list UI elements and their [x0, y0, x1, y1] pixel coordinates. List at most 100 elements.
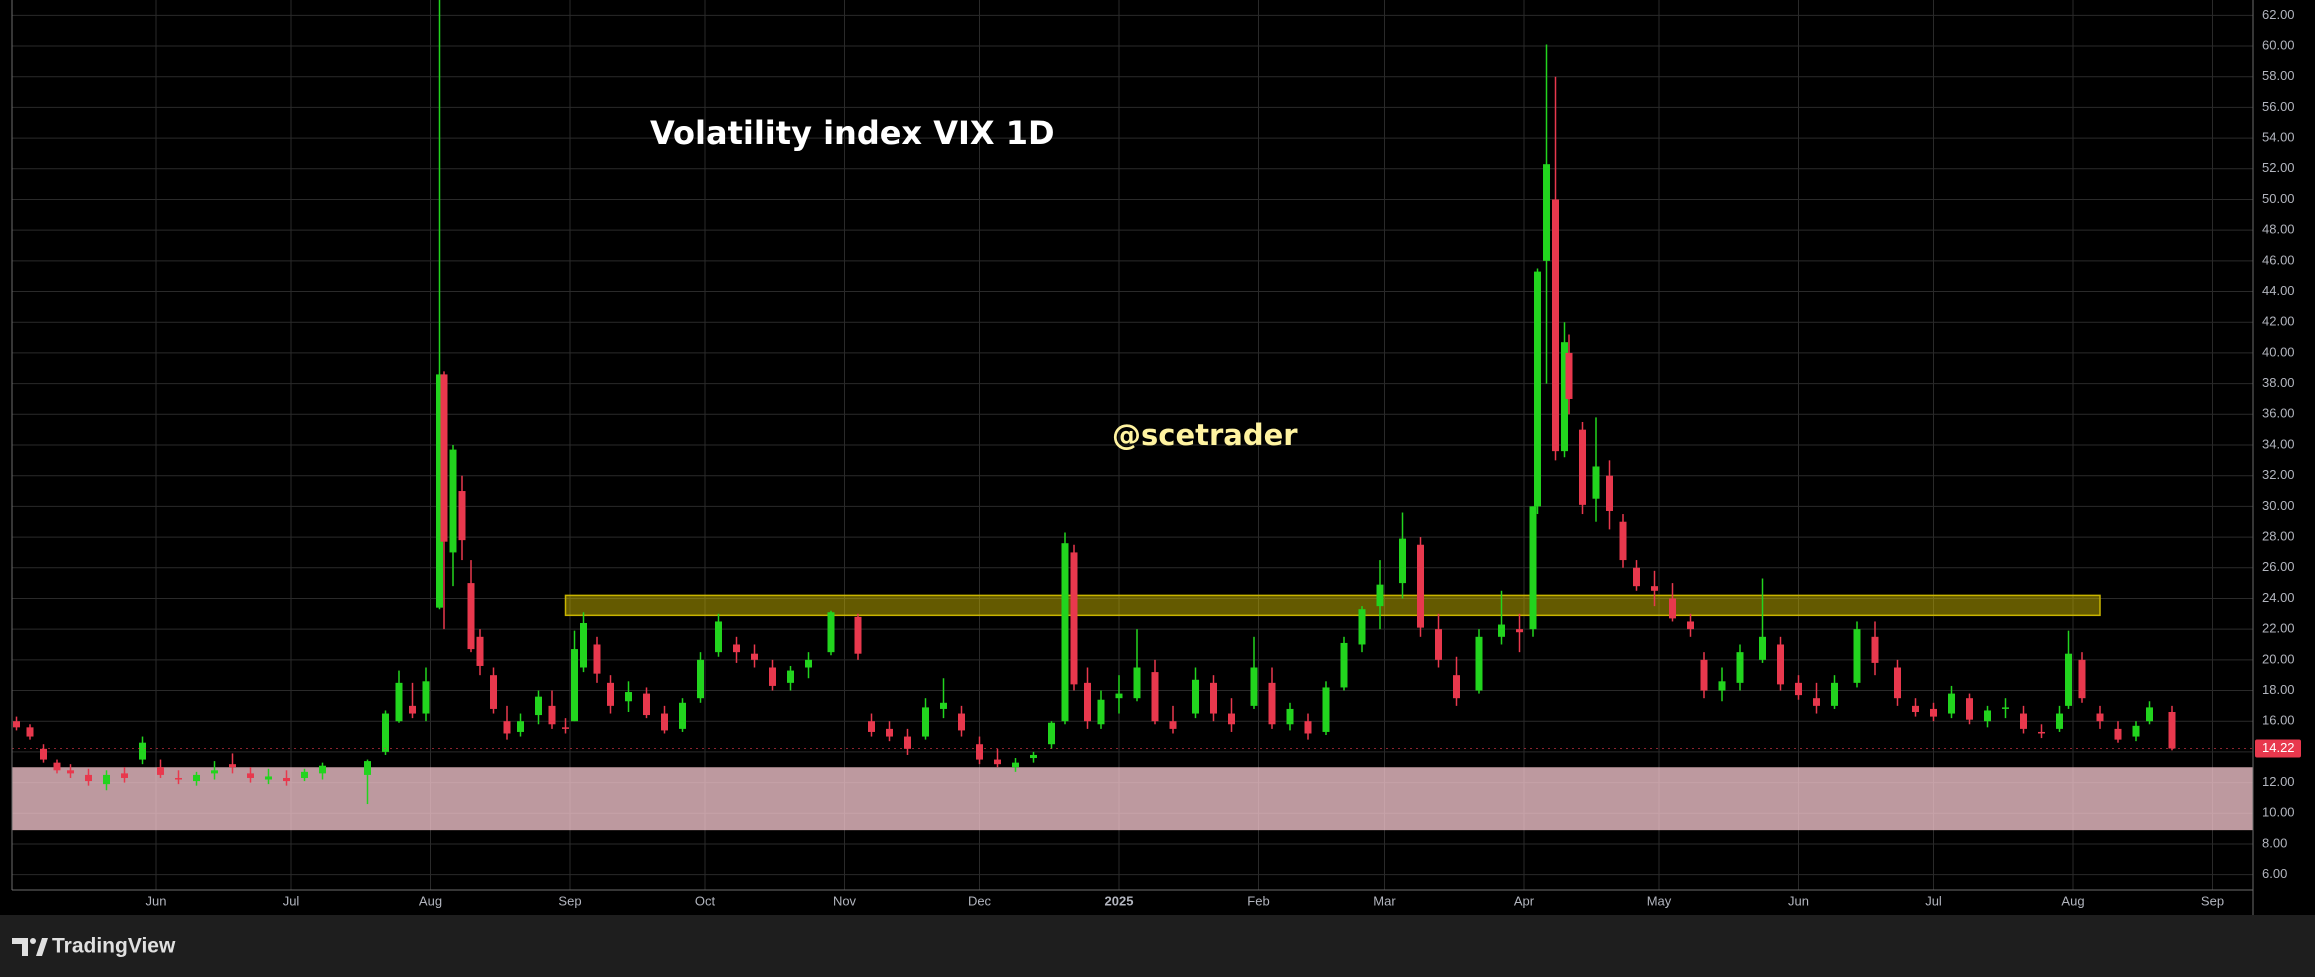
candle-body	[458, 491, 466, 541]
candle-body	[976, 744, 983, 760]
candle-body	[571, 649, 578, 722]
y-tick-label: 10.00	[2262, 805, 2295, 820]
candle-body	[2038, 731, 2045, 734]
candle-body	[1759, 636, 1766, 660]
candles	[13, 0, 2176, 805]
candle-body	[2002, 707, 2009, 709]
candle-body	[1084, 682, 1091, 722]
candle-body	[1435, 629, 1442, 660]
candle-body	[958, 713, 965, 731]
candle-body	[994, 759, 1001, 765]
candle-body	[1813, 698, 1820, 706]
candle-body	[1633, 567, 1640, 587]
candle-body	[1169, 721, 1177, 729]
candle-body	[548, 705, 556, 725]
y-tick-label: 30.00	[2262, 498, 2295, 513]
watermark-annotation: @scetrader	[1112, 418, 1298, 452]
candle-body	[301, 771, 308, 778]
y-tick-label: 18.00	[2262, 682, 2295, 697]
candle-body	[2078, 659, 2086, 699]
y-tick-label: 22.00	[2262, 621, 2295, 636]
candle-body	[490, 675, 497, 709]
candle-body	[1376, 584, 1384, 607]
x-tick-label: Nov	[833, 893, 857, 908]
candle-body	[1070, 552, 1078, 685]
candle-body	[697, 659, 704, 699]
candle-body	[643, 693, 650, 716]
y-tick-label: 8.00	[2262, 835, 2287, 850]
candle-body	[904, 736, 911, 749]
candle-body	[121, 773, 128, 778]
candle-body	[265, 776, 272, 780]
x-tick-label: Jul	[283, 893, 300, 908]
y-tick-label: 44.00	[2262, 283, 2295, 298]
candle-body	[436, 374, 443, 608]
candle-body	[467, 583, 475, 650]
y-tick-label: 48.00	[2262, 222, 2295, 237]
last-price-box	[2255, 739, 2301, 758]
candle-body	[1322, 687, 1330, 732]
candle-body	[211, 770, 218, 774]
candle-body	[2168, 712, 2176, 749]
candle-body	[2114, 728, 2122, 740]
candle-body	[53, 762, 61, 771]
candle-body	[1561, 342, 1568, 452]
y-tick-label: 24.00	[2262, 590, 2295, 605]
candle-body	[1210, 682, 1217, 714]
candle-body	[1286, 708, 1294, 725]
x-tick-label: Mar	[1373, 893, 1396, 908]
x-tick-label: Oct	[695, 893, 716, 908]
x-tick-label: Aug	[2061, 893, 2084, 908]
y-tick-label: 46.00	[2262, 252, 2295, 267]
zone	[12, 767, 2253, 831]
candle-body	[1871, 636, 1879, 663]
y-tick-label: 62.00	[2262, 7, 2295, 22]
footer-bar	[0, 915, 2315, 977]
candle-body	[175, 777, 182, 780]
candle-body	[922, 707, 929, 737]
candle-body	[1669, 598, 1676, 619]
candle-body	[562, 727, 569, 729]
x-tick-label: Sep	[558, 893, 581, 908]
candle-body	[1687, 621, 1694, 630]
y-tick-label: 56.00	[2262, 99, 2295, 114]
last-price-label: 14.22	[2262, 740, 2295, 755]
candle-body	[593, 644, 601, 674]
candle-body	[1061, 543, 1069, 722]
candle-body	[854, 616, 862, 654]
candle-body	[2020, 713, 2027, 729]
x-tick-label: Sep	[2201, 893, 2224, 908]
x-tick-label: Jul	[1925, 893, 1942, 908]
candle-body	[103, 774, 110, 785]
candle-body	[1498, 624, 1505, 637]
candle-body	[1534, 271, 1541, 507]
candle-body	[1718, 681, 1726, 691]
y-tick-label: 38.00	[2262, 375, 2295, 390]
candle-body	[1736, 652, 1744, 683]
candle-body	[283, 777, 290, 782]
candle-body	[787, 670, 794, 683]
x-tick-label: Feb	[1247, 893, 1269, 908]
candle-body	[1606, 475, 1613, 511]
candle-body	[2056, 713, 2063, 729]
chart-title: Volatility index VIX 1D	[650, 114, 1055, 152]
y-tick-label: 34.00	[2262, 436, 2295, 451]
candle-body	[1984, 710, 1991, 722]
y-tick-label: 52.00	[2262, 160, 2295, 175]
candle-body	[1948, 693, 1955, 714]
candle-body	[382, 713, 389, 752]
candle-body	[868, 721, 875, 732]
candle-body	[476, 636, 484, 666]
candle-body	[1894, 667, 1901, 699]
candle-body	[1853, 629, 1861, 683]
candle-body	[40, 748, 47, 760]
x-tick-label: May	[1647, 893, 1672, 908]
candle-body	[1795, 682, 1802, 696]
candle-body	[1358, 609, 1366, 645]
brand-logo	[12, 938, 48, 956]
candle-body	[1831, 682, 1838, 706]
candle-body	[13, 721, 20, 728]
candle-body	[1475, 636, 1483, 691]
zones	[12, 594, 2253, 831]
